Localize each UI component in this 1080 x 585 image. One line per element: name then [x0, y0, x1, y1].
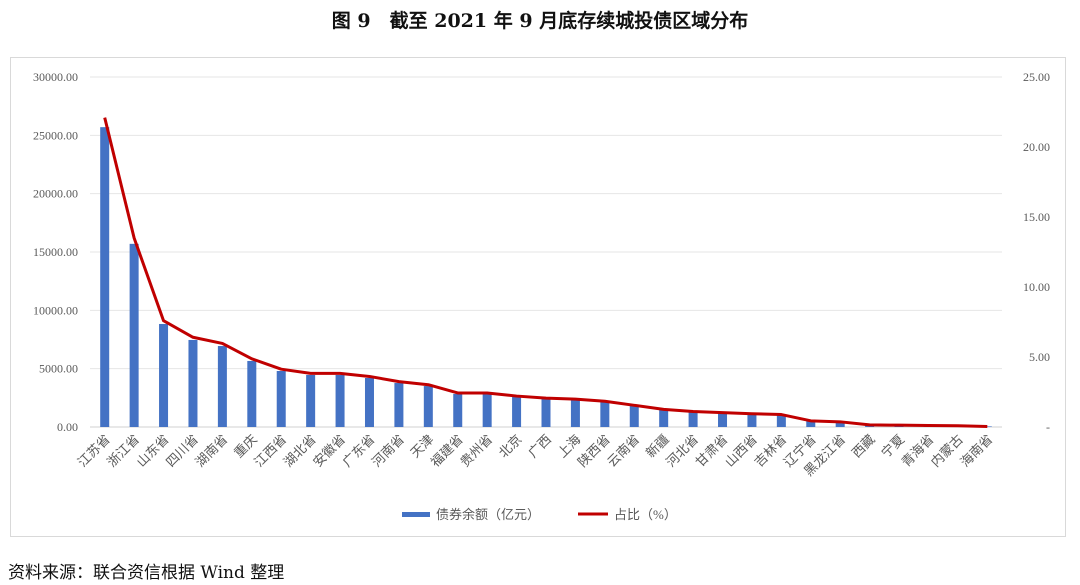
source-note: 资料来源：联合资信根据 Wind 整理	[8, 563, 285, 583]
bar	[629, 406, 639, 427]
bar	[335, 374, 345, 427]
left-tick-label: 25000.00	[33, 128, 78, 142]
bar	[364, 378, 374, 427]
bar	[600, 402, 610, 427]
x-tick-label: 安徽省	[310, 432, 348, 470]
bar	[747, 414, 757, 427]
chart-frame	[10, 57, 1066, 537]
x-tick-label: 山东省	[133, 432, 171, 470]
legend-bar-label: 债券余额（亿元）	[436, 507, 540, 522]
x-tick-label: 甘肃省	[692, 432, 730, 470]
x-tick-label: 贵州省	[457, 432, 495, 470]
x-tick-label: 广东省	[339, 432, 377, 470]
bar	[570, 400, 580, 427]
x-tick-label: 江西省	[251, 432, 289, 470]
bar	[482, 393, 492, 427]
chart-title: 图 9 截至 2021 年 9 月底存续城投债区域分布	[331, 10, 749, 32]
x-tick-label: 海南省	[957, 432, 995, 470]
right-tick-label: 5.00	[1029, 350, 1050, 364]
x-tick-label: 西藏	[849, 432, 878, 461]
bar	[159, 323, 169, 427]
bar	[188, 339, 198, 427]
left-tick-label: 20000.00	[33, 187, 78, 201]
bar	[423, 386, 433, 427]
left-tick-label: 10000.00	[33, 303, 78, 317]
x-tick-label: 陕西省	[575, 432, 613, 470]
bar	[718, 413, 728, 427]
x-tick-label: 云南省	[604, 432, 642, 470]
right-tick-label: -	[1046, 420, 1050, 434]
x-tick-label: 内蒙古	[928, 432, 966, 470]
x-tick-label: 山西省	[722, 432, 760, 470]
left-tick-label: 5000.00	[39, 362, 78, 376]
left-tick-label: 0.00	[57, 420, 78, 434]
bar	[453, 393, 463, 427]
bar	[512, 397, 522, 427]
x-tick-label: 河南省	[369, 432, 407, 470]
right-tick-label: 20.00	[1023, 140, 1050, 154]
bar	[129, 243, 139, 427]
x-tick-label: 浙江省	[104, 432, 142, 470]
bar	[276, 371, 286, 427]
left-tick-label: 15000.00	[33, 245, 78, 259]
x-tick-label: 江苏省	[75, 432, 113, 470]
bar	[100, 127, 110, 428]
bar	[659, 409, 669, 427]
right-tick-label: 15.00	[1023, 210, 1050, 224]
bar	[835, 421, 845, 427]
x-tick-label: 四川省	[163, 432, 201, 470]
x-tick-label: 广西	[525, 432, 554, 461]
legend-line-label: 占比（%）	[614, 507, 677, 522]
bar	[217, 346, 227, 427]
bar	[776, 414, 786, 427]
bar	[247, 360, 257, 427]
bar	[394, 383, 404, 427]
right-tick-label: 10.00	[1023, 280, 1050, 294]
x-tick-label: 河北省	[663, 432, 701, 470]
x-tick-label: 湖北省	[281, 432, 319, 470]
bar	[688, 411, 698, 427]
left-tick-label: 30000.00	[33, 70, 78, 84]
bar	[541, 399, 551, 427]
x-tick-label: 北京	[496, 432, 525, 461]
share-line	[103, 117, 988, 428]
x-tick-label: 湖南省	[192, 432, 230, 470]
x-tick-label: 福建省	[428, 432, 466, 470]
right-tick-label: 25.00	[1023, 70, 1050, 84]
legend-bar-swatch	[402, 512, 430, 517]
bar	[306, 374, 316, 427]
bar	[806, 421, 816, 427]
bar	[982, 426, 992, 427]
x-tick-label: 青海省	[898, 432, 936, 470]
x-tick-label: 吉林省	[751, 432, 789, 470]
